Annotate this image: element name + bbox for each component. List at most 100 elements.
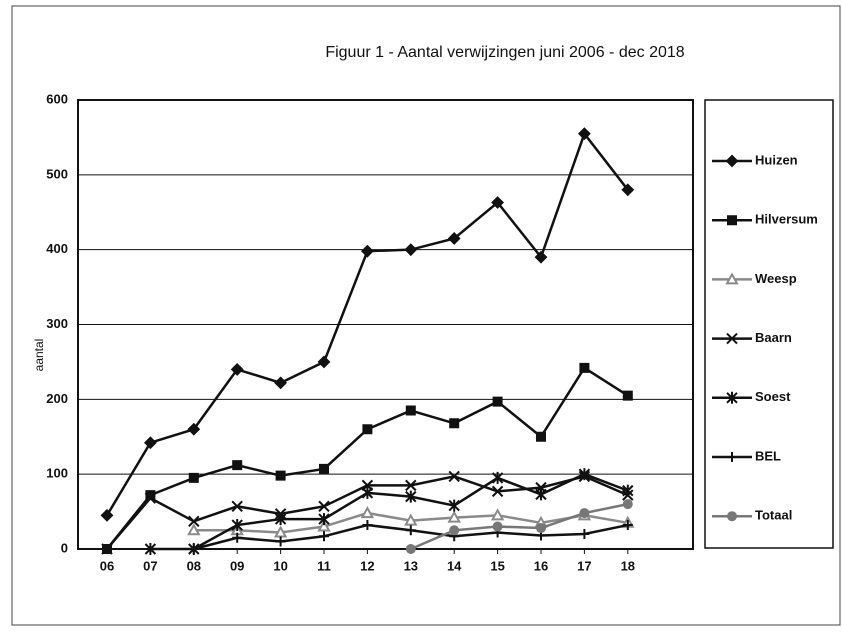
data-point <box>491 485 504 498</box>
data-point <box>231 500 243 513</box>
data-point <box>492 521 503 532</box>
data-point <box>405 405 416 416</box>
data-point <box>187 523 201 536</box>
data-point <box>534 250 548 264</box>
data-point <box>317 519 331 532</box>
data-point <box>188 544 199 554</box>
y-tick-label: 200 <box>46 391 68 406</box>
data-point <box>274 376 288 390</box>
data-point <box>362 424 373 435</box>
y-tick-label: 100 <box>46 466 68 481</box>
x-tick-label: 10 <box>273 558 287 573</box>
legend-marker <box>727 452 737 462</box>
data-point <box>144 492 157 504</box>
data-point <box>360 244 374 258</box>
x-tick-label: 16 <box>534 558 548 573</box>
legend-marker <box>727 215 737 226</box>
data-point <box>319 463 329 474</box>
data-point <box>622 390 633 401</box>
figure-frame <box>11 5 841 626</box>
data-point <box>232 532 243 543</box>
data-point <box>230 362 244 376</box>
data-point <box>491 471 504 484</box>
data-point <box>188 472 199 483</box>
data-point <box>535 488 547 501</box>
chart-title: Figuur 1 - Aantal verwijzingen juni 2006… <box>325 44 684 61</box>
data-point <box>232 460 243 471</box>
legend-marker <box>726 391 738 404</box>
x-tick-label: 09 <box>230 558 244 573</box>
legend-marker <box>725 154 739 168</box>
y-tick-label: 500 <box>46 166 68 181</box>
data-point <box>404 513 418 526</box>
y-axis-label: aantal <box>32 339 46 372</box>
plot-frame <box>77 99 694 550</box>
data-point <box>319 531 329 542</box>
data-point <box>404 243 418 257</box>
data-point <box>143 436 157 450</box>
y-tick-label: 600 <box>46 91 68 106</box>
legend-box <box>704 99 834 549</box>
x-tick-label: 18 <box>621 558 635 573</box>
data-point <box>579 362 590 373</box>
data-point <box>579 529 590 540</box>
data-point <box>100 508 114 522</box>
x-tick-label: 15 <box>490 558 504 573</box>
series-line <box>150 472 629 551</box>
data-point <box>405 479 417 492</box>
legend-marker <box>726 332 738 345</box>
data-point <box>447 510 461 523</box>
data-point <box>490 508 505 521</box>
data-point <box>536 431 546 442</box>
data-point <box>622 520 633 531</box>
x-tick-label: 06 <box>100 558 114 573</box>
legend-label: Huizen <box>755 152 798 167</box>
y-tick-label: 300 <box>46 316 68 331</box>
data-point <box>317 355 331 369</box>
data-point <box>360 506 375 519</box>
data-point <box>622 484 634 497</box>
data-point <box>405 544 416 554</box>
data-point <box>448 470 460 483</box>
legend-label: Soest <box>755 389 791 404</box>
data-point <box>405 490 417 503</box>
data-point <box>144 543 157 555</box>
data-point <box>275 470 286 481</box>
data-point <box>579 508 590 519</box>
data-point <box>536 523 546 534</box>
data-point <box>448 499 460 512</box>
x-tick-label: 17 <box>577 558 591 573</box>
data-point <box>318 513 330 526</box>
data-point <box>621 183 635 197</box>
data-point <box>231 519 243 532</box>
legend-label: Totaal <box>755 508 792 523</box>
data-point <box>273 525 288 538</box>
legend-label: Hilversum <box>755 212 818 227</box>
x-tick-label: 12 <box>360 558 374 573</box>
legend-label: Baarn <box>755 330 792 345</box>
data-point <box>578 468 591 481</box>
data-point <box>449 525 460 536</box>
legend-label: BEL <box>755 448 781 463</box>
x-tick-label: 07 <box>143 558 157 573</box>
data-point <box>622 499 633 510</box>
data-point <box>361 486 374 499</box>
series-line <box>410 502 629 551</box>
data-point <box>274 513 287 526</box>
y-tick-label: 400 <box>46 241 68 256</box>
x-tick-label: 14 <box>447 558 462 573</box>
legend-label: Weesp <box>755 271 797 286</box>
data-point <box>275 536 286 547</box>
data-point <box>101 543 113 555</box>
data-point <box>188 515 200 528</box>
x-tick-label: 11 <box>317 558 331 573</box>
data-point <box>318 500 330 513</box>
x-tick-label: 08 <box>187 558 201 573</box>
data-point <box>405 525 416 536</box>
data-point <box>362 520 373 531</box>
data-point <box>187 422 201 436</box>
data-point <box>577 127 591 141</box>
data-point <box>449 418 460 429</box>
